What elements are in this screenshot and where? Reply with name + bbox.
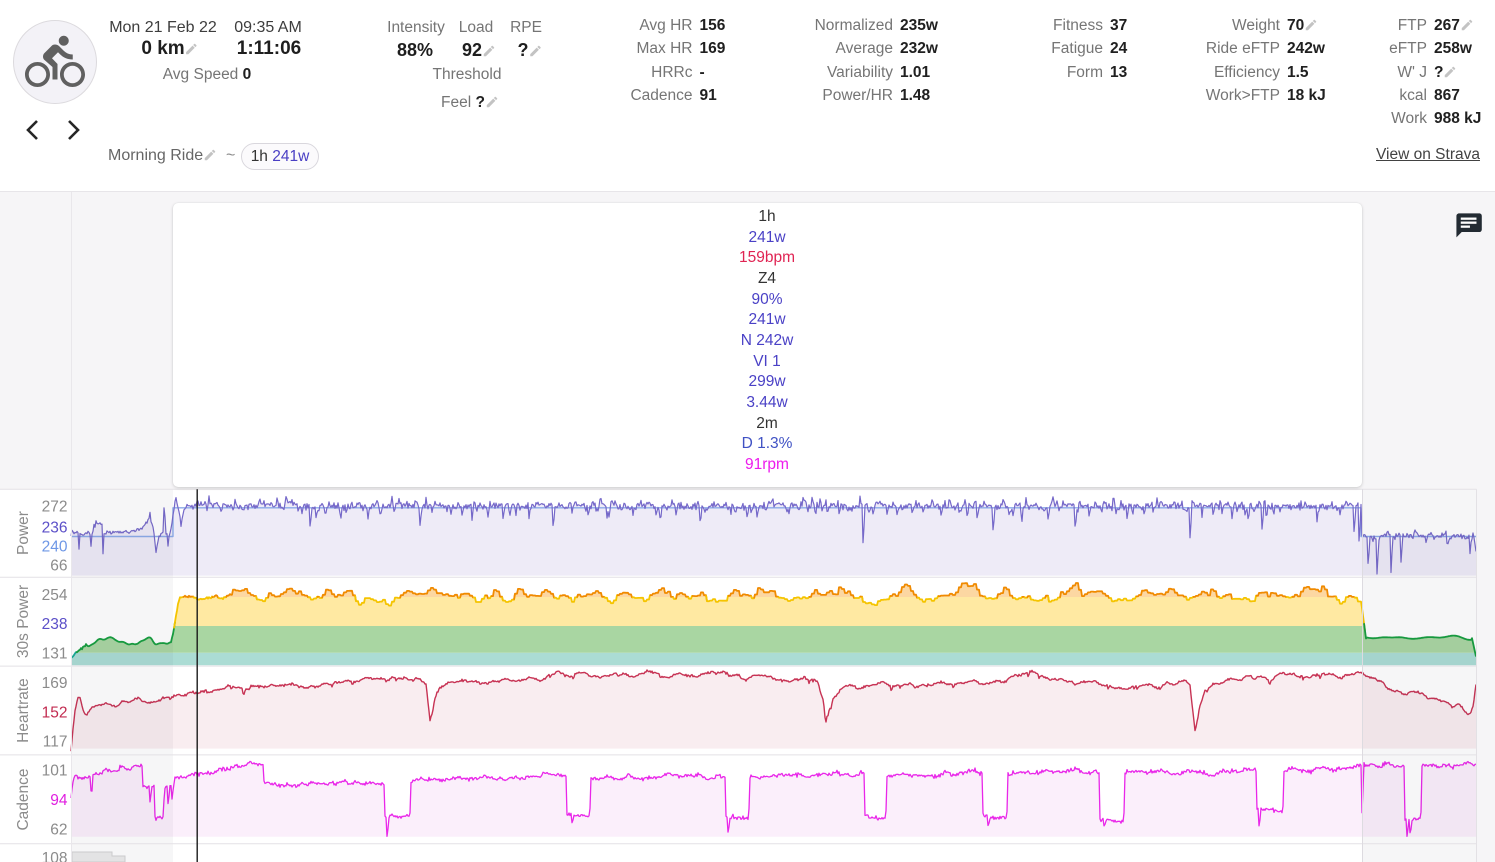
- svg-text:Heartrate: Heartrate: [15, 678, 32, 743]
- svg-text:272: 272: [42, 499, 68, 516]
- svg-text:254: 254: [42, 587, 68, 604]
- svg-text:169: 169: [42, 675, 68, 692]
- svg-text:131: 131: [42, 646, 68, 663]
- svg-text:236: 236: [42, 520, 68, 537]
- svg-text:108: 108: [42, 850, 68, 862]
- svg-text:101: 101: [42, 763, 68, 780]
- svg-text:30s Power: 30s Power: [15, 585, 32, 658]
- svg-text:Power: Power: [15, 511, 32, 555]
- svg-text:240: 240: [42, 539, 68, 556]
- svg-text:152: 152: [42, 705, 68, 722]
- svg-text:Cadence: Cadence: [15, 768, 32, 830]
- svg-text:62: 62: [50, 822, 67, 839]
- svg-text:117: 117: [43, 734, 68, 751]
- svg-text:94: 94: [50, 792, 68, 809]
- svg-text:66: 66: [50, 558, 67, 575]
- svg-text:238: 238: [42, 616, 68, 633]
